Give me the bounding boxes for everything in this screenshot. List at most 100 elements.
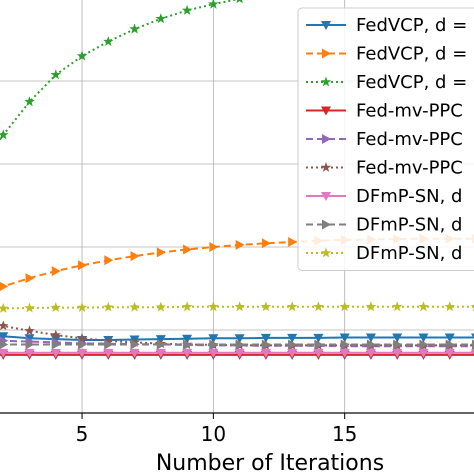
data-point: [103, 335, 114, 346]
data-point: [260, 301, 272, 312]
data-point: [313, 348, 324, 358]
data-point: [471, 348, 474, 355]
data-point: [320, 162, 332, 172]
legend-label: DFmP-SN, d: [356, 243, 462, 264]
legend-box: [297, 7, 474, 271]
data-point: [470, 304, 474, 312]
data-point: [234, 301, 245, 312]
data-point: [392, 348, 403, 358]
data-point: [260, 348, 271, 358]
data-point: [314, 339, 324, 350]
data-point: [313, 301, 324, 312]
legend-label: FedVCP, d =: [356, 72, 467, 93]
data-point: [77, 348, 88, 358]
data-point: [104, 255, 114, 266]
data-point: [444, 301, 455, 312]
series-layer: [0, 0, 474, 360]
data-point: [103, 348, 114, 358]
data-point: [339, 348, 350, 358]
data-point: [50, 348, 61, 358]
data-point: [24, 348, 35, 358]
data-point: [261, 238, 271, 249]
legend-label: Fed-mv-PPC: [356, 158, 463, 179]
series-group: [0, 348, 474, 358]
data-point: [25, 273, 35, 284]
data-point: [183, 244, 193, 255]
data-point: [0, 339, 9, 350]
data-point: [287, 333, 298, 343]
data-point: [392, 301, 403, 312]
data-point: [183, 339, 193, 350]
data-point: [24, 302, 35, 313]
legend: FedVCP, d = FedVCP, d = FedVCP, d = Fed-mv-…: [297, 7, 474, 271]
data-point: [155, 13, 167, 24]
data-point: [78, 260, 88, 271]
series-line: [0, 305, 474, 310]
data-point: [236, 0, 243, 4]
data-point: [76, 50, 88, 61]
x-tick-label: 5: [76, 422, 89, 446]
data-point: [103, 36, 114, 46]
data-point: [418, 301, 429, 312]
x-tick-label: 10: [201, 422, 226, 446]
data-point: [286, 301, 298, 312]
data-point: [24, 325, 35, 336]
data-point: [471, 333, 474, 339]
data-point: [78, 339, 88, 350]
data-point: [288, 339, 298, 350]
legend-label: Fed-mv-PPC: [356, 129, 463, 150]
data-point: [321, 106, 331, 116]
data-point: [103, 301, 114, 312]
data-point: [365, 301, 377, 312]
data-point: [320, 76, 332, 87]
data-point: [339, 301, 350, 312]
data-point: [0, 302, 9, 313]
series-group: [0, 0, 243, 142]
data-point: [0, 281, 9, 292]
data-point: [260, 333, 271, 343]
legend-label: FedVCP, d =: [356, 15, 467, 36]
legend-label: DFmP-SN, d: [356, 215, 462, 236]
data-point: [50, 302, 61, 312]
data-point: [129, 23, 140, 34]
data-point: [287, 348, 298, 358]
data-point: [155, 348, 166, 358]
data-point: [288, 237, 298, 248]
data-point: [129, 348, 140, 358]
data-point: [444, 348, 455, 358]
data-point: [234, 334, 245, 344]
data-point: [208, 334, 219, 344]
data-point: [365, 348, 376, 358]
data-point: [208, 301, 219, 312]
plot-frame: [0, 412, 474, 414]
data-point: [181, 301, 193, 312]
data-point: [155, 301, 167, 312]
data-point: [322, 219, 331, 230]
data-point: [418, 333, 429, 343]
data-point: [156, 339, 166, 350]
data-point: [24, 334, 35, 344]
data-point: [444, 333, 455, 343]
data-point: [365, 333, 376, 343]
data-point: [339, 333, 350, 343]
data-point: [130, 251, 140, 262]
data-point: [366, 339, 376, 350]
data-point: [392, 333, 403, 343]
data-point: [129, 301, 140, 312]
data-point: [261, 339, 271, 350]
data-point: [51, 266, 61, 277]
x-tick-label: 15: [332, 422, 357, 446]
data-point: [235, 239, 245, 250]
x-axis-ticks: 5 10 15: [76, 413, 357, 446]
data-point: [182, 348, 193, 358]
data-point: [25, 339, 35, 350]
data-point: [235, 339, 245, 350]
data-point: [0, 129, 9, 140]
data-point: [0, 348, 9, 358]
data-point: [156, 247, 166, 258]
data-point: [76, 302, 88, 312]
series-line: [0, 334, 474, 341]
data-point: [50, 69, 61, 80]
data-point: [313, 333, 324, 343]
